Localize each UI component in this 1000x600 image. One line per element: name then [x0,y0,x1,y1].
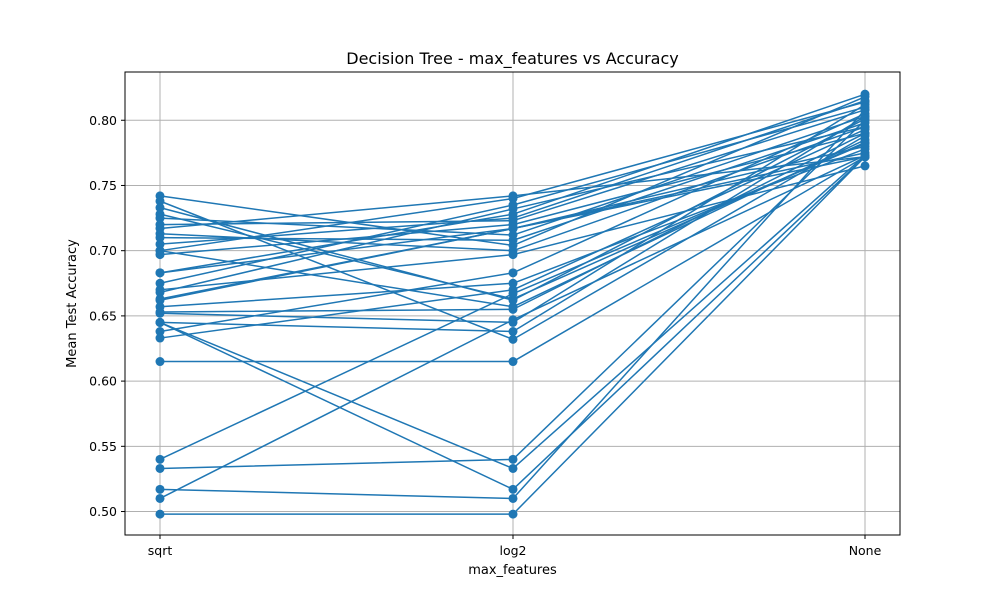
marker-layer [155,89,870,519]
data-point [508,278,518,288]
data-point [860,152,870,162]
data-point [155,239,165,249]
y-tick-label: 0.80 [89,113,117,128]
x-tick-label: log2 [499,543,526,558]
data-point [155,233,165,243]
data-point [155,295,165,305]
y-axis-label: Mean Test Accuracy [65,239,80,368]
data-point [155,213,165,223]
data-point [860,111,870,121]
data-point [155,357,165,367]
y-tick-label: 0.50 [89,504,117,519]
data-point [860,118,870,128]
data-point [860,102,870,112]
data-point [155,285,165,295]
y-tick-label: 0.70 [89,243,117,258]
data-point [860,96,870,106]
data-point [155,317,165,327]
y-tick-label: 0.75 [89,178,117,193]
data-point [155,268,165,278]
data-point [508,289,518,299]
y-tick-label: 0.60 [89,374,117,389]
data-point [508,209,518,219]
data-point [155,493,165,503]
data-point [860,161,870,171]
data-point [155,327,165,337]
data-point [155,196,165,206]
data-point [155,454,165,464]
data-point [508,484,518,494]
data-point [155,509,165,519]
y-tick-label: 0.55 [89,439,117,454]
data-point [508,250,518,260]
data-point [155,250,165,260]
data-point [860,139,870,149]
data-point [508,463,518,473]
data-point [508,509,518,519]
data-point [860,89,870,99]
y-tick-label: 0.65 [89,308,117,323]
data-point [508,327,518,337]
data-point [508,493,518,503]
data-point [508,200,518,210]
data-point [508,302,518,312]
x-tick-label: None [849,543,882,558]
data-point [155,463,165,473]
data-point [155,203,165,213]
x-tick-label: sqrt [148,543,173,558]
data-point [508,357,518,367]
data-point [508,454,518,464]
data-point [508,194,518,204]
data-point [508,230,518,240]
data-point [508,315,518,325]
data-point [508,268,518,278]
tick-layer: sqrt log2 None 0.50 0.55 0.60 0.65 0.70 0.75 0.80 [89,113,881,558]
chart-title: Decision Tree - max_features vs Accuracy [346,49,678,69]
data-point [155,220,165,230]
data-point [155,302,165,312]
x-axis-label: max_features [468,563,557,578]
data-point [860,124,870,134]
data-point [155,333,165,343]
data-point [155,484,165,494]
data-point [508,334,518,344]
data-point [155,278,165,288]
